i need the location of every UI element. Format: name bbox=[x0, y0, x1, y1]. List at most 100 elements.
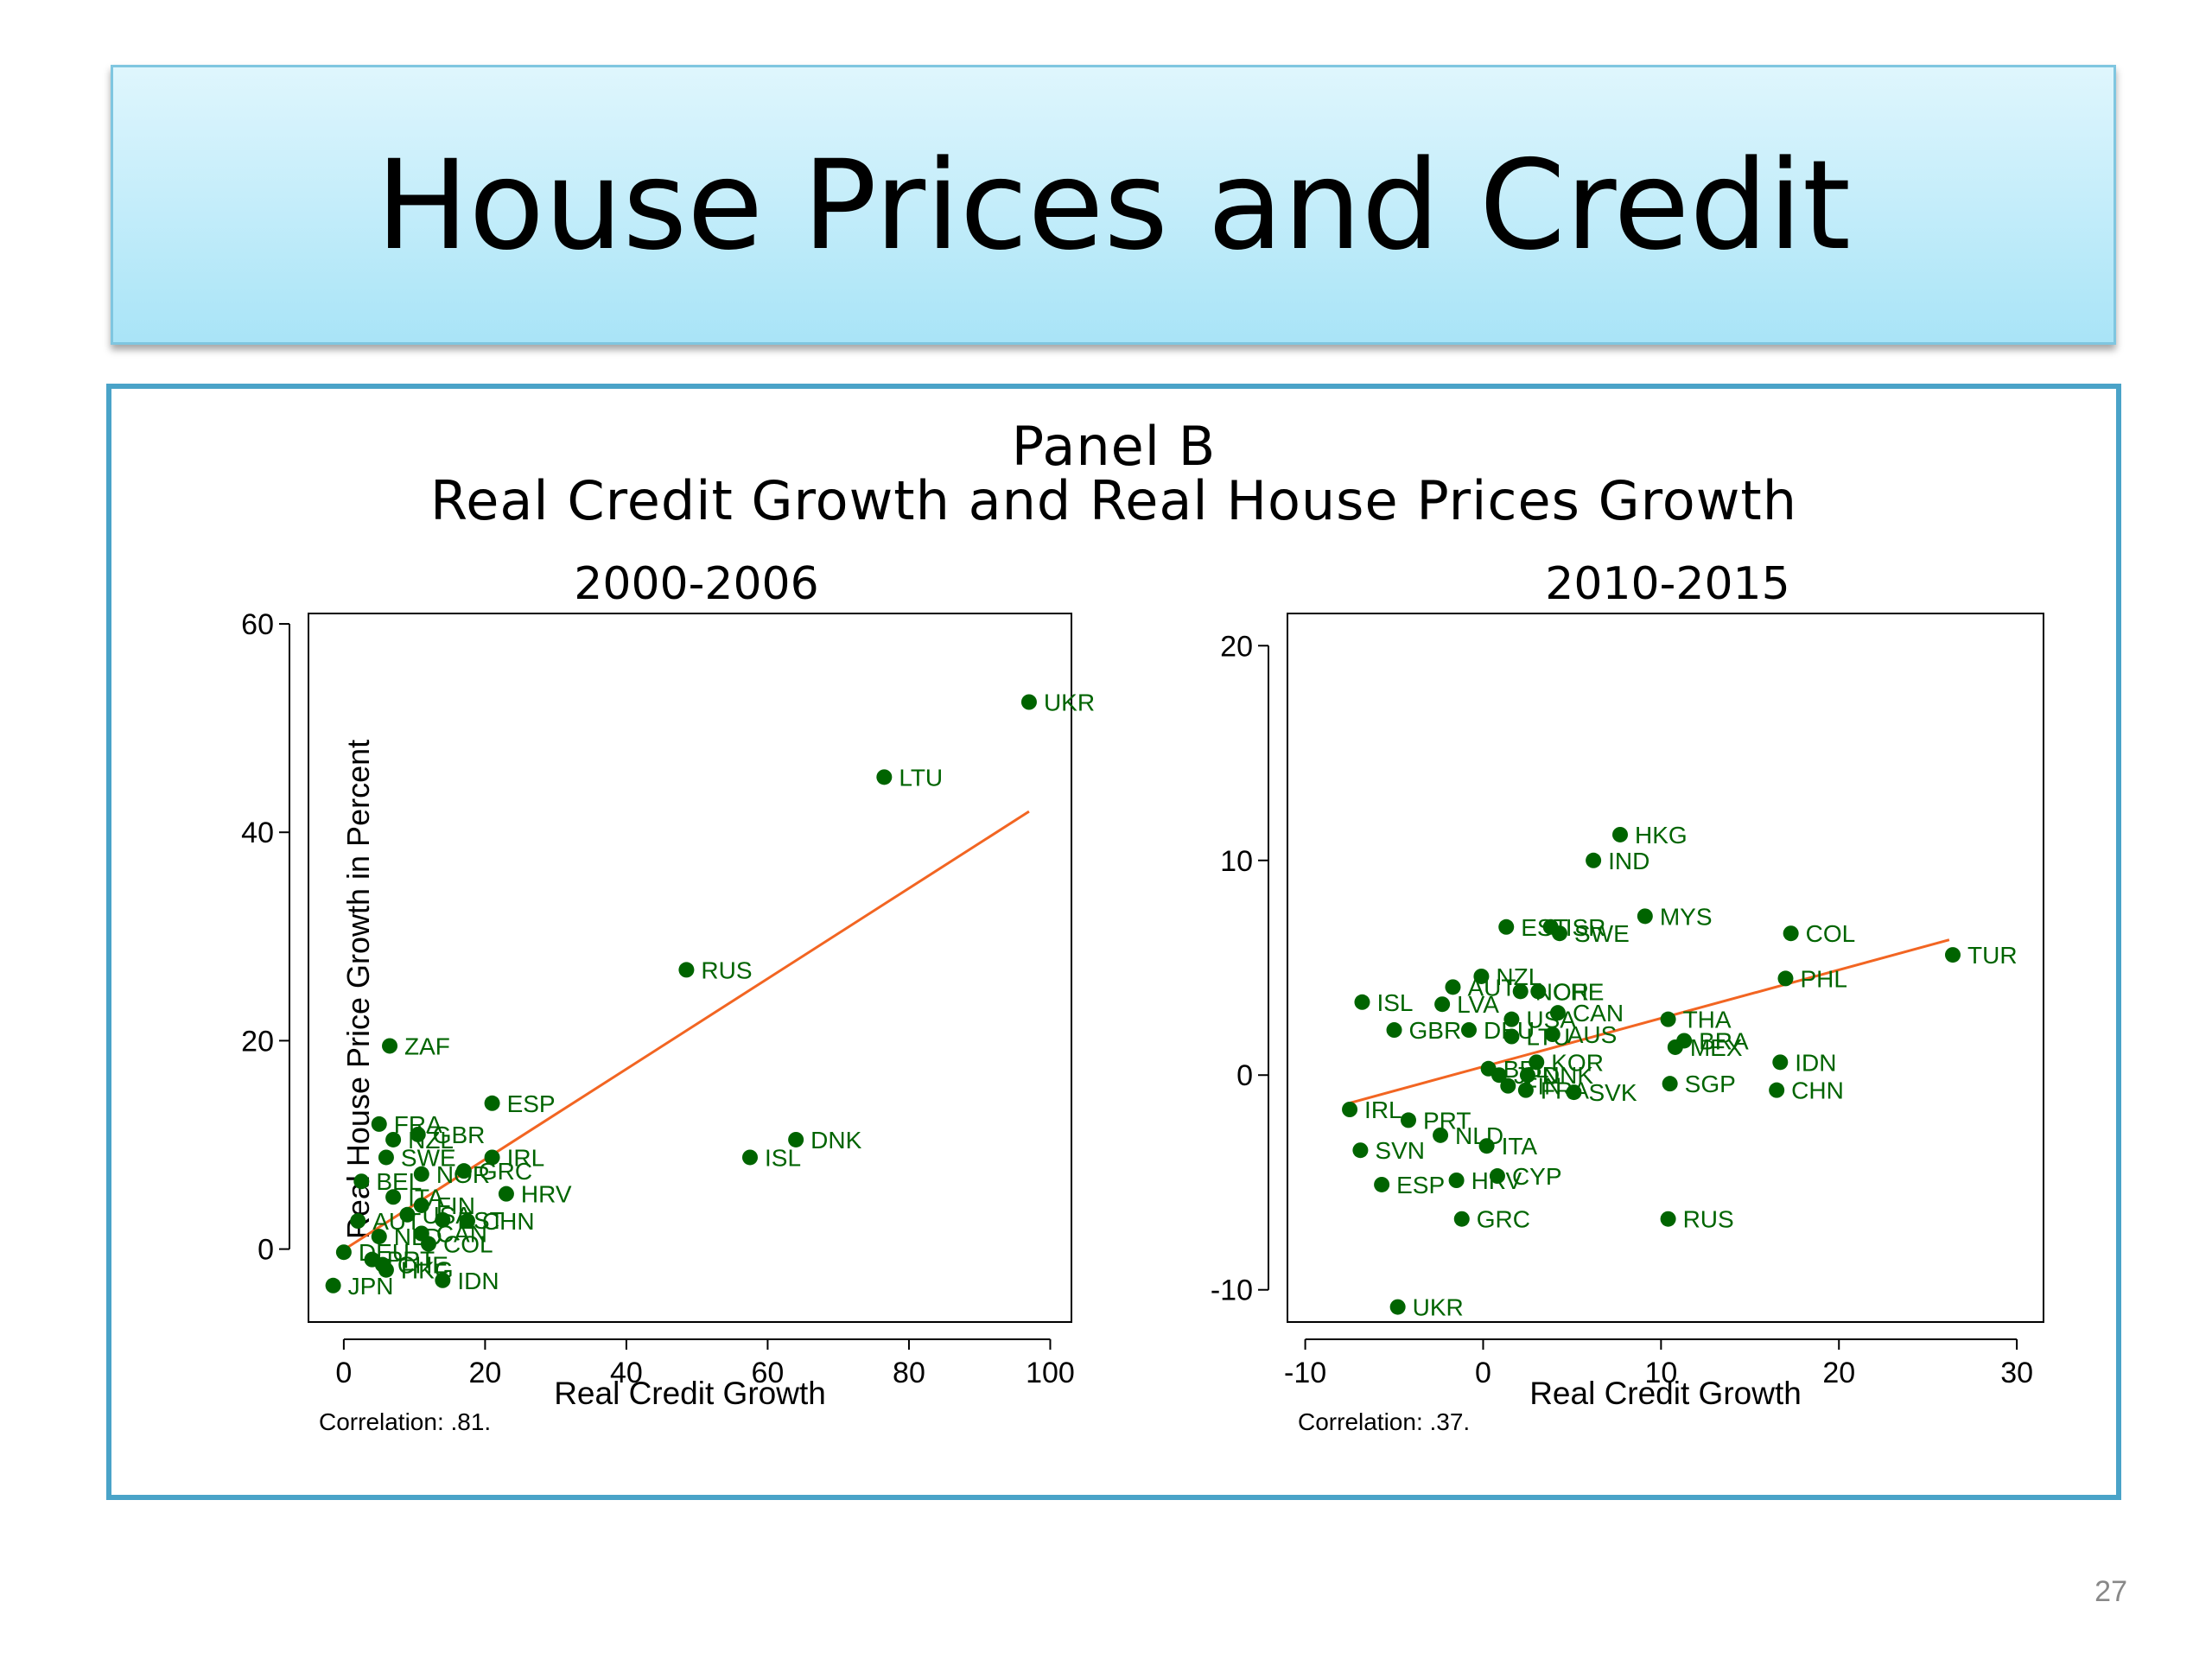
point-label: LTU bbox=[899, 764, 943, 791]
data-point-chn: CHN bbox=[1769, 1077, 1844, 1104]
data-point-svk: SVK bbox=[1566, 1079, 1637, 1106]
point-marker bbox=[1433, 1127, 1449, 1143]
panel-title: Panel B bbox=[1011, 415, 1217, 478]
point-marker bbox=[1660, 1011, 1676, 1027]
point-label: CHN bbox=[482, 1208, 535, 1235]
point-marker bbox=[1352, 1142, 1369, 1159]
point-marker bbox=[385, 1189, 402, 1205]
point-marker bbox=[1637, 908, 1653, 925]
data-point-jpn: JPN bbox=[325, 1273, 394, 1300]
point-marker bbox=[1586, 852, 1602, 868]
chart1-correlation: Correlation: .81. bbox=[319, 1408, 492, 1435]
x-tick-label: 10 bbox=[1644, 1357, 1677, 1389]
point-label: SGP bbox=[1685, 1071, 1736, 1097]
point-marker bbox=[1660, 1211, 1676, 1227]
chart-panel: Panel B Real Credit Growth and Real Hous… bbox=[106, 384, 2121, 1500]
point-marker bbox=[378, 1149, 394, 1166]
point-marker bbox=[1020, 694, 1037, 710]
data-point-rus: RUS bbox=[678, 957, 753, 983]
point-marker bbox=[335, 1244, 352, 1261]
data-point-ita: ITA bbox=[1478, 1133, 1537, 1160]
point-marker bbox=[1512, 983, 1529, 1000]
x-tick-label: 30 bbox=[2000, 1357, 2033, 1389]
data-point-zaf: ZAF bbox=[382, 1033, 450, 1059]
point-marker bbox=[382, 1038, 398, 1054]
point-label: RUS bbox=[701, 957, 752, 983]
data-point-usa: USA bbox=[399, 1202, 472, 1229]
point-label: DNK bbox=[810, 1127, 861, 1154]
point-marker bbox=[410, 1126, 426, 1142]
point-label: BEL bbox=[376, 1168, 422, 1195]
point-marker bbox=[1448, 1173, 1465, 1188]
point-marker bbox=[459, 1213, 475, 1230]
point-label: COL bbox=[1806, 920, 1856, 947]
point-label: TUR bbox=[1967, 942, 2018, 969]
point-label: NOR bbox=[436, 1161, 490, 1188]
point-label: LVA bbox=[1457, 991, 1499, 1018]
point-marker bbox=[1503, 1011, 1520, 1027]
data-point-ltu: LTU bbox=[876, 764, 943, 791]
data-point-svn: SVN bbox=[1352, 1137, 1425, 1164]
point-marker bbox=[484, 1149, 500, 1166]
data-point-rus: RUS bbox=[1660, 1206, 1734, 1233]
data-point-bel: BEL bbox=[353, 1168, 422, 1195]
point-marker bbox=[1434, 996, 1451, 1013]
point-marker bbox=[1529, 1054, 1545, 1071]
data-point-dnk: DNK bbox=[1519, 1062, 1593, 1089]
point-marker bbox=[1500, 1077, 1516, 1094]
point-label: ISL bbox=[1376, 989, 1413, 1016]
x-axis-label: Real Credit Growth bbox=[1529, 1376, 1802, 1411]
data-point-mex: MEX bbox=[1667, 1034, 1743, 1061]
point-marker bbox=[1389, 1299, 1406, 1315]
point-marker bbox=[788, 1131, 804, 1147]
point-marker bbox=[1772, 1054, 1789, 1071]
point-marker bbox=[455, 1163, 472, 1179]
plot-frame bbox=[308, 613, 1072, 1323]
plot-frame bbox=[1287, 613, 2044, 1323]
point-marker bbox=[413, 1166, 429, 1182]
point-label: GRC bbox=[1477, 1206, 1530, 1233]
point-label: SWE bbox=[401, 1144, 456, 1171]
point-marker bbox=[1552, 925, 1567, 942]
panel-subtitle: Real Credit Growth and Real House Prices… bbox=[429, 469, 1798, 532]
y-tick-label: 60 bbox=[241, 608, 274, 641]
data-point-che: CHE bbox=[1530, 978, 1604, 1005]
data-point-col: COL bbox=[420, 1231, 493, 1258]
point-label: ESP bbox=[507, 1090, 556, 1117]
point-label: GBR bbox=[1409, 1017, 1462, 1044]
x-tick-label: 100 bbox=[1026, 1357, 1075, 1389]
point-marker bbox=[371, 1229, 387, 1245]
point-marker bbox=[413, 1197, 429, 1213]
data-point-fin: FIN bbox=[413, 1192, 475, 1219]
data-point-mys: MYS bbox=[1637, 903, 1713, 930]
point-label: IRL bbox=[507, 1144, 545, 1171]
point-label: RUS bbox=[1683, 1206, 1734, 1233]
point-label: SVK bbox=[1588, 1079, 1637, 1106]
point-marker bbox=[1667, 1039, 1683, 1055]
point-marker bbox=[1354, 994, 1370, 1010]
point-label: MEX bbox=[1690, 1034, 1743, 1061]
point-label: JPN bbox=[348, 1273, 394, 1300]
point-marker bbox=[420, 1236, 436, 1252]
y-axis-label: Real House Price Growth in Percent bbox=[340, 740, 376, 1239]
point-marker bbox=[399, 1206, 416, 1223]
point-marker bbox=[1491, 1067, 1507, 1084]
data-point-nzl: NZL bbox=[385, 1127, 454, 1154]
point-label: IDN bbox=[1795, 1049, 1836, 1076]
point-label: ESP bbox=[1396, 1172, 1445, 1198]
point-marker bbox=[325, 1277, 341, 1294]
point-label: BRA bbox=[1699, 1027, 1749, 1054]
y-tick-label: -10 bbox=[1211, 1274, 1253, 1307]
data-point-tha: THA bbox=[1660, 1007, 1732, 1033]
slide-title-banner: House Prices and Credit bbox=[111, 65, 2116, 345]
data-point-swe: SWE bbox=[1552, 920, 1630, 947]
point-marker bbox=[1783, 925, 1799, 942]
point-marker bbox=[1530, 983, 1547, 1000]
data-point-col: COL bbox=[1783, 920, 1856, 947]
point-label: CHN bbox=[1791, 1077, 1844, 1104]
data-point-esp: ESP bbox=[1374, 1172, 1445, 1198]
y-tick-label: 20 bbox=[241, 1025, 274, 1058]
chart2-title: 2010-2015 bbox=[1545, 558, 1790, 610]
data-point-nld: NLD bbox=[371, 1224, 442, 1250]
